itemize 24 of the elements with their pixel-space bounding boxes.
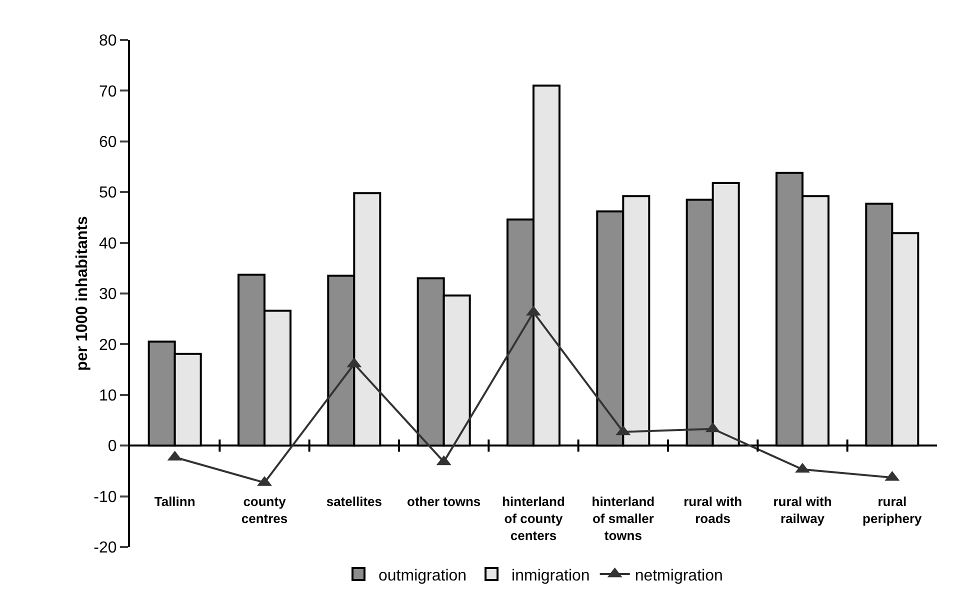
x-tick-label: county centres (241, 494, 288, 526)
x-tick-label: hinterland of smaller towns (592, 494, 655, 543)
x-tick-label: satellites (326, 494, 382, 510)
legend-label: netmigration (634, 567, 723, 584)
x-tick-label: rural with roads (684, 494, 742, 526)
legend-label: outmigration (378, 567, 467, 584)
y-tick-label: 50 (99, 184, 117, 202)
x-tick-label: hinterland of county centers (502, 494, 565, 543)
x-tick-label: rural with railway (773, 494, 832, 526)
y-tick-label: 0 (108, 438, 117, 456)
y-tick-label: 60 (99, 134, 117, 151)
y-tick-label: 30 (99, 286, 117, 304)
y-tick-label: -20 (94, 540, 117, 557)
legend-label: inmigration (512, 567, 590, 584)
y-tick-label: 10 (99, 388, 117, 404)
x-tick-label: Tallinn (154, 494, 196, 510)
y-axis-title: per 1000 inhabitants (74, 216, 91, 371)
y-tick-label: 40 (99, 235, 117, 252)
x-tick-label: rural periphery (862, 494, 923, 526)
y-tick-label: 20 (99, 336, 117, 354)
y-tick-label: 70 (99, 83, 117, 100)
y-tick-label: -10 (94, 488, 117, 506)
x-tick-label: other towns (406, 494, 481, 510)
y-tick-label: 80 (99, 32, 117, 50)
